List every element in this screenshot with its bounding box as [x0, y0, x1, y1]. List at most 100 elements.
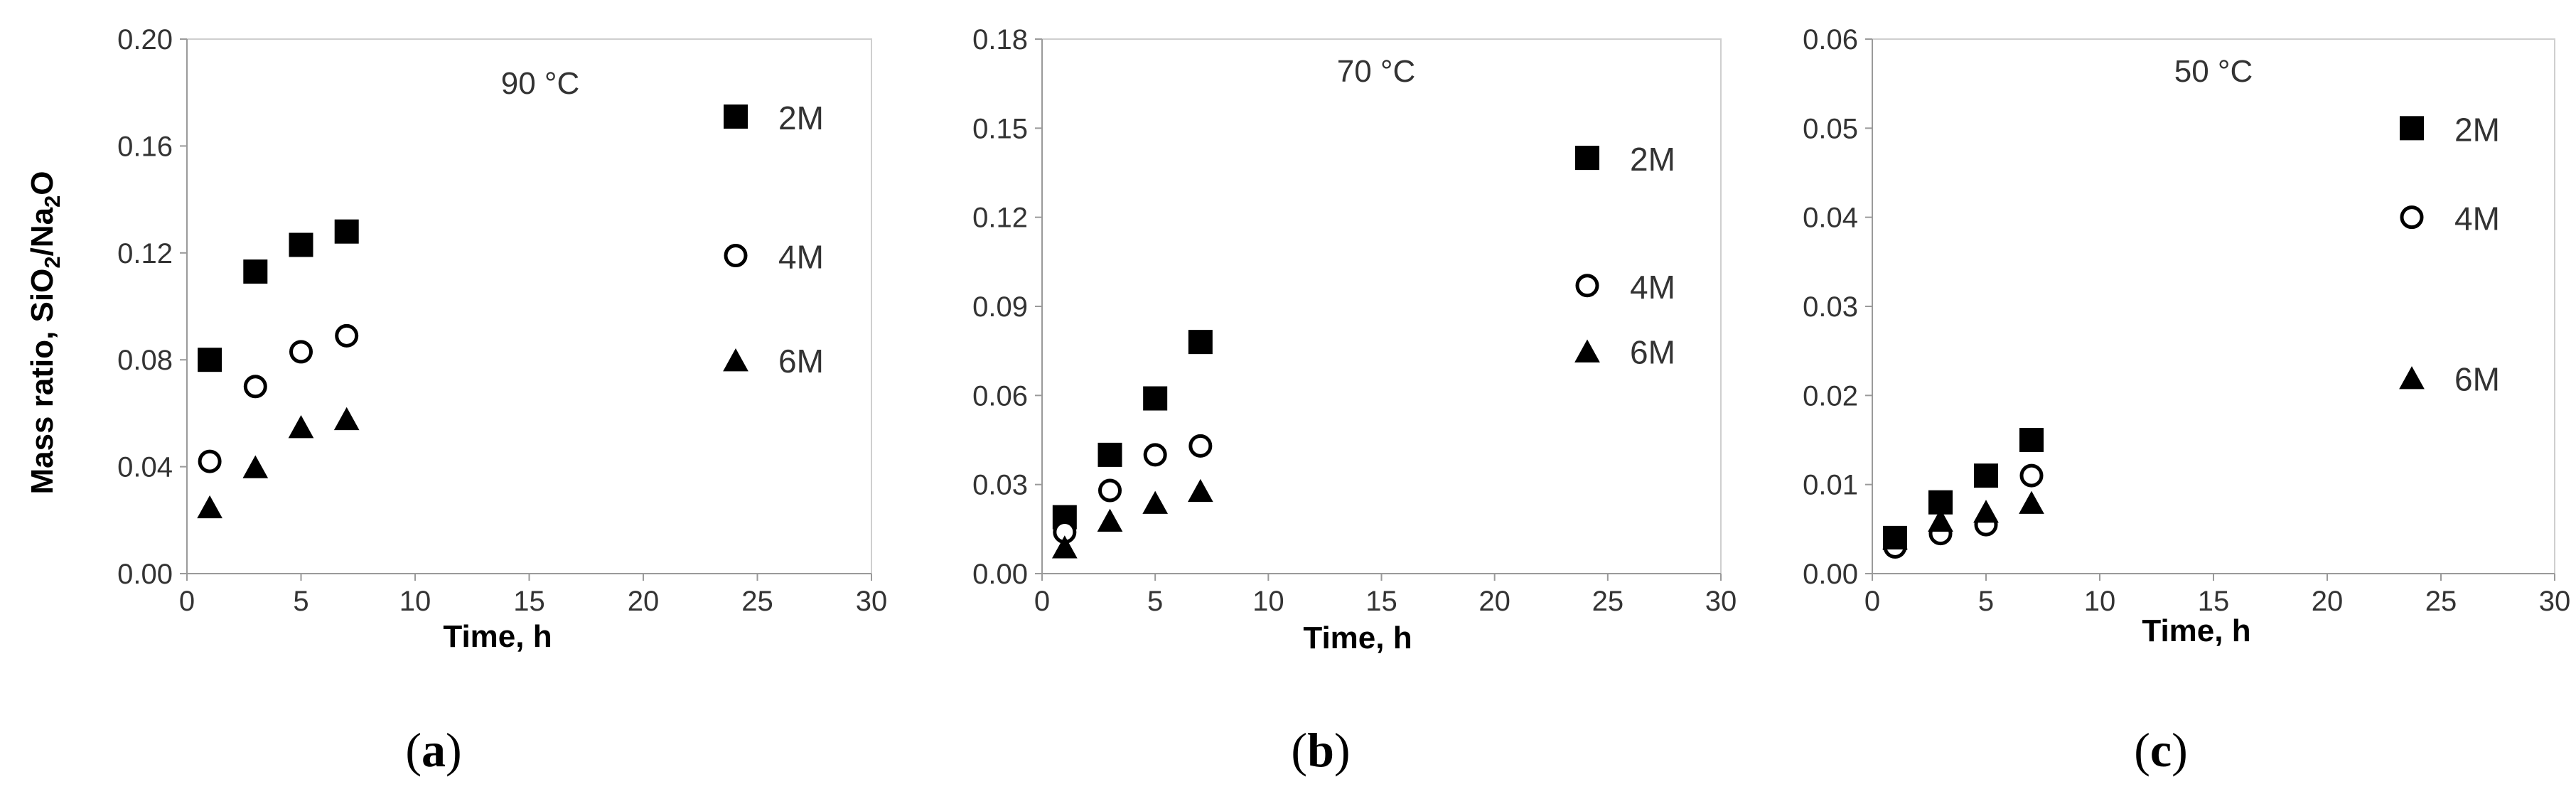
data-point-2m: [289, 232, 313, 257]
y-tick-label: 0.03: [1803, 291, 1858, 323]
legend-label-4m: 4M: [778, 239, 824, 276]
panel-label: (c): [2134, 723, 2188, 777]
y-tick-label: 0.01: [1803, 470, 1858, 501]
x-tick-label: 20: [1478, 586, 1510, 617]
data-point-2m: [1188, 330, 1213, 355]
data-point-4m: [2019, 463, 2044, 488]
y-tick-label: 0.00: [1803, 559, 1858, 590]
x-tick-label: 10: [2084, 586, 2116, 617]
data-point-6m: [197, 495, 222, 519]
plot-frame: [1041, 38, 1722, 574]
data-point-4m: [289, 340, 313, 364]
x-tick-label: 20: [628, 586, 660, 617]
legend-label-2m: 2M: [1630, 141, 1675, 178]
legend-marker-6m: [1574, 339, 1600, 363]
x-axis-title: Time, h: [443, 619, 552, 654]
x-tick-label: 30: [2539, 586, 2571, 617]
data-point-4m: [1188, 434, 1213, 458]
y-tick-label: 0.18: [972, 24, 1028, 55]
x-tick-label: 5: [1147, 586, 1163, 617]
legend-marker-6m: [723, 348, 748, 372]
data-point-6m: [333, 407, 360, 431]
data-point-4m: [1098, 478, 1122, 503]
legend-marker-4m: [2400, 205, 2424, 230]
legend-label-6m: 6M: [778, 343, 824, 380]
legend-label-4m: 4M: [2454, 200, 2500, 237]
legend-marker-2m: [724, 104, 748, 129]
panel-label: (b): [1291, 723, 1350, 777]
data-point-6m: [2019, 490, 2044, 514]
x-tick-label: 15: [513, 586, 545, 617]
legend-marker-4m: [724, 244, 748, 268]
y-tick-label: 0.05: [1803, 113, 1858, 144]
x-tick-label: 25: [741, 586, 773, 617]
x-tick-label: 0: [179, 586, 195, 617]
data-point-2m: [243, 259, 268, 284]
y-tick-label: 0.20: [117, 24, 173, 55]
legend-label-6m: 6M: [2454, 360, 2500, 397]
y-tick-label: 0.00: [117, 559, 173, 590]
x-tick-label: 15: [1365, 586, 1397, 617]
temperature-label: 50 °C: [2174, 54, 2253, 89]
data-point-6m: [1882, 526, 1908, 550]
legend-label-6m: 6M: [1630, 334, 1675, 371]
y-tick-label: 0.02: [1803, 380, 1858, 412]
data-point-2m: [1143, 386, 1168, 411]
y-tick-label: 0.00: [972, 559, 1028, 590]
y-tick-label: 0.16: [117, 131, 173, 162]
data-point-6m: [1097, 508, 1123, 532]
y-tick-label: 0.08: [117, 345, 173, 376]
x-axis-title: Time, h: [1303, 621, 1412, 655]
legend-label-2m: 2M: [2454, 111, 2500, 148]
panel-a: 0.00 0.04 0.08 0.12 0.16 0.20 0 5 10 15 20 25 30 90…: [117, 24, 887, 777]
legend-marker-2m: [1575, 146, 1599, 171]
data-point-6m: [1973, 500, 1999, 523]
legend-label-2m: 2M: [778, 100, 824, 136]
x-axis-title: Time, h: [2142, 613, 2250, 648]
y-tick-label: 0.04: [1803, 203, 1858, 234]
data-point-6m: [288, 415, 314, 439]
y-tick-label: 0.15: [972, 113, 1028, 144]
x-tick-label: 5: [1978, 586, 1994, 617]
legend-marker-4m: [1575, 274, 1599, 298]
temperature-label: 70 °C: [1337, 54, 1416, 89]
x-tick-label: 30: [1705, 586, 1737, 617]
x-tick-label: 15: [2198, 586, 2230, 617]
panel-c: 0.00 0.01 0.02 0.03 0.04 0.05 0.06 0 5 10 15 20 25 3…: [1803, 24, 2570, 777]
y-tick-label: 0.12: [117, 238, 173, 269]
panel-b: 0.00 0.03 0.06 0.09 0.12 0.15 0.18 0 5 10 15 20 25 3…: [972, 24, 1737, 777]
data-point-2m: [2019, 428, 2044, 452]
data-point-2m: [1974, 463, 1998, 488]
data-point-4m: [335, 323, 359, 348]
y-tick-label: 0.03: [972, 470, 1028, 501]
data-point-6m: [242, 455, 269, 478]
data-point-4m: [198, 449, 222, 473]
y-tick-label: 0.06: [972, 380, 1028, 412]
y-tick-label: 0.06: [1803, 24, 1858, 55]
y-tick-label: 0.12: [972, 203, 1028, 234]
y-tick-label: 0.04: [117, 452, 173, 483]
temperature-label: 90 °C: [501, 66, 580, 101]
x-tick-label: 0: [1864, 586, 1880, 617]
data-point-6m: [1928, 508, 1953, 532]
x-tick-label: 20: [2312, 586, 2344, 617]
y-tick-label: 0.09: [972, 291, 1028, 323]
x-tick-label: 10: [1252, 586, 1284, 617]
x-tick-label: 30: [856, 586, 888, 617]
plot-frame: [186, 38, 872, 574]
x-tick-label: 10: [399, 586, 431, 617]
legend-marker-6m: [2399, 366, 2425, 390]
x-tick-label: 25: [1592, 586, 1624, 617]
data-point-4m: [243, 375, 267, 399]
plot-frame: [1872, 38, 2555, 574]
legend-label-4m: 4M: [1630, 269, 1675, 306]
y-axis-title: Mass ratio, SiO2/Na2O: [25, 171, 65, 494]
data-point-2m: [334, 219, 359, 244]
x-tick-label: 0: [1034, 586, 1050, 617]
panel-label: (a): [405, 723, 461, 777]
data-point-6m: [1051, 535, 1078, 559]
data-point-6m: [1142, 490, 1169, 514]
data-point-4m: [1143, 443, 1167, 467]
x-tick-label: 5: [293, 586, 308, 617]
